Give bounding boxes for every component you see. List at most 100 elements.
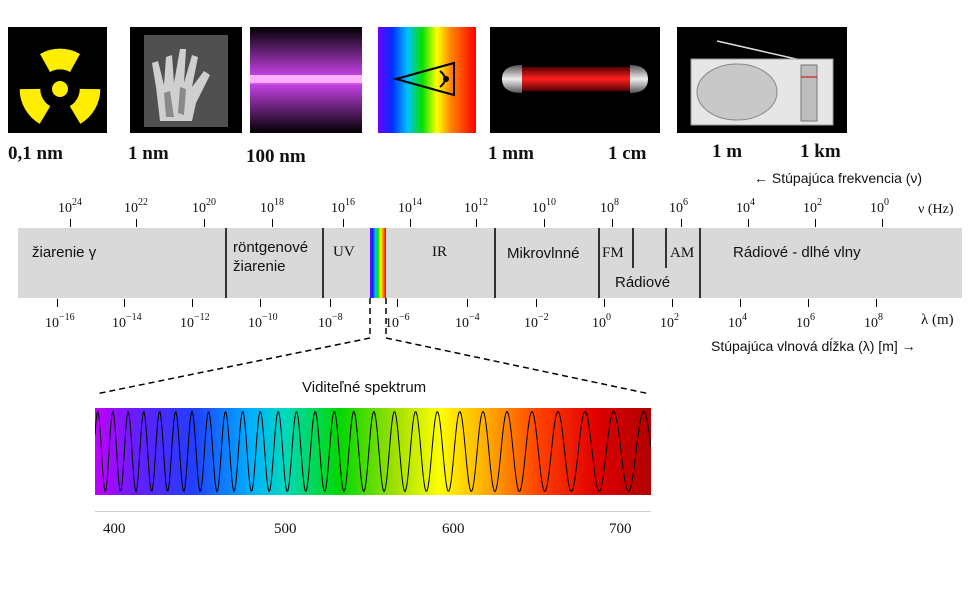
freq-tick-label: 1020 — [192, 197, 216, 217]
label-1-mm: 1 mm — [488, 143, 534, 164]
wl-tick-label: 10−16 — [45, 312, 75, 332]
wl-tick-exponent: 2 — [674, 312, 679, 323]
wl-tick-exponent: 4 — [742, 312, 747, 323]
heater-icon — [490, 27, 660, 133]
label-1-km: 1 km — [800, 141, 841, 162]
wl-tick-mark — [876, 299, 877, 307]
wl-tick-exponent: 0 — [606, 312, 611, 323]
freq-tick-exponent: 16 — [345, 197, 355, 208]
divider-am-long — [699, 228, 701, 298]
freq-tick-base: 10 — [870, 201, 884, 216]
wl-tick-exponent: 8 — [878, 312, 883, 323]
label-1-m: 1 m — [712, 141, 743, 162]
wl-tick-mark — [467, 299, 468, 307]
wl-tick-exponent: 6 — [810, 312, 815, 323]
wl-tick-label: 100 — [592, 312, 611, 332]
wl-tick-base: 10 — [385, 316, 399, 331]
freq-tick-exponent: 12 — [478, 197, 488, 208]
region-ir: IR — [432, 244, 447, 260]
wl-tick-exponent: −14 — [126, 312, 142, 323]
wl-tick-label: 108 — [864, 312, 883, 332]
wl-tick-mark — [672, 299, 673, 307]
visible-tick-400: 400 — [103, 521, 126, 537]
freq-tick-exponent: 2 — [817, 197, 822, 208]
wl-tick-exponent: −4 — [469, 312, 480, 323]
freq-tick-base: 10 — [736, 201, 750, 216]
freq-tick-exponent: 18 — [274, 197, 284, 208]
wl-tick-base: 10 — [455, 316, 469, 331]
wl-tick-mark — [330, 299, 331, 307]
visible-strip — [370, 228, 386, 298]
wl-tick-mark — [397, 299, 398, 307]
region-microwave: Mikrovlnné — [507, 245, 580, 262]
freq-tick-label: 1012 — [464, 197, 488, 217]
wl-tick-exponent: −2 — [538, 312, 549, 323]
freq-tick-mark — [748, 219, 749, 227]
freq-tick-exponent: 10 — [546, 197, 556, 208]
freq-tick-exponent: 14 — [412, 197, 422, 208]
divider-fm-gap — [632, 228, 634, 268]
freq-tick-mark — [70, 219, 71, 227]
freq-tick-label: 108 — [600, 197, 619, 217]
divider-gamma-xray — [225, 228, 227, 298]
wl-tick-label: 104 — [728, 312, 747, 332]
freq-tick-mark — [681, 219, 682, 227]
wl-tick-label: 10−6 — [385, 312, 410, 332]
spectrum-band — [18, 228, 962, 298]
divider-xray-uv — [322, 228, 324, 298]
freq-caption: ← Stúpajúca frekvencia (ν) — [754, 170, 923, 186]
freq-tick-label: 1024 — [58, 197, 82, 217]
wl-tick-label: 10−2 — [524, 312, 549, 332]
wl-tick-exponent: −6 — [399, 312, 410, 323]
wl-tick-mark — [124, 299, 125, 307]
freq-tick-base: 10 — [803, 201, 817, 216]
freq-tick-label: 1014 — [398, 197, 422, 217]
label-100-nm: 100 nm — [246, 146, 306, 167]
xray-picture — [130, 27, 242, 133]
freq-tick-exponent: 8 — [614, 197, 619, 208]
freq-tick-label: 1016 — [331, 197, 355, 217]
wl-tick-label: 10−10 — [248, 312, 278, 332]
wl-caption: Stúpajúca vlnová dĺžka (λ) [m] → — [711, 338, 916, 354]
wl-tick-base: 10 — [524, 316, 538, 331]
wl-tick-base: 10 — [45, 316, 59, 331]
freq-tick-base: 10 — [600, 201, 614, 216]
wl-tick-label: 10−14 — [112, 312, 142, 332]
wl-tick-mark — [536, 299, 537, 307]
freq-tick-base: 10 — [260, 201, 274, 216]
wl-tick-base: 10 — [318, 316, 332, 331]
region-xray-line2: žiarenie — [233, 258, 286, 275]
divider-ir-micro — [494, 228, 496, 298]
region-uv: UV — [333, 244, 355, 260]
wl-tick-base: 10 — [728, 316, 742, 331]
wl-tick-base: 10 — [864, 316, 878, 331]
freq-tick-mark — [815, 219, 816, 227]
xray-hand-icon — [130, 27, 242, 133]
wl-tick-mark — [192, 299, 193, 307]
freq-tick-base: 10 — [124, 201, 138, 216]
uv-lamp-picture — [250, 27, 362, 133]
freq-tick-label: 106 — [669, 197, 688, 217]
region-long-radio: Rádiové - dlhé vlny — [733, 244, 861, 261]
freq-tick-exponent: 24 — [72, 197, 82, 208]
freq-tick-base: 10 — [464, 201, 478, 216]
freq-tick-exponent: 20 — [206, 197, 216, 208]
wl-tick-exponent: −10 — [262, 312, 278, 323]
visible-wave — [95, 409, 651, 494]
wl-tick-exponent: −8 — [332, 312, 343, 323]
wl-tick-label: 10−4 — [455, 312, 480, 332]
freq-tick-label: 104 — [736, 197, 755, 217]
region-gamma: žiarenie γ — [32, 244, 97, 261]
freq-unit: ν (Hz) — [918, 202, 954, 217]
radio-picture — [677, 27, 847, 133]
label-1-cm: 1 cm — [608, 143, 647, 164]
region-xray-line1: röntgenové — [233, 239, 309, 256]
freq-tick-mark — [882, 219, 883, 227]
wl-tick-exponent: −12 — [194, 312, 210, 323]
region-am: AM — [670, 245, 695, 261]
visible-axis-line — [95, 511, 651, 512]
wl-tick-base: 10 — [660, 316, 674, 331]
region-radio: Rádiové — [615, 274, 671, 291]
freq-tick-base: 10 — [532, 201, 546, 216]
